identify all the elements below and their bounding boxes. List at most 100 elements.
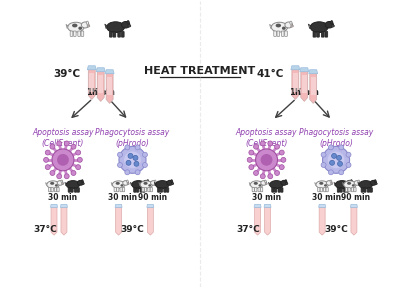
- Text: Phagocytosis assay
(pHrodo): Phagocytosis assay (pHrodo): [95, 128, 170, 147]
- Polygon shape: [147, 204, 154, 207]
- Polygon shape: [292, 70, 299, 99]
- FancyBboxPatch shape: [57, 187, 59, 192]
- Polygon shape: [89, 73, 94, 92]
- FancyBboxPatch shape: [81, 31, 84, 36]
- Ellipse shape: [167, 180, 173, 185]
- FancyBboxPatch shape: [77, 188, 80, 192]
- Text: 1h: 1h: [86, 88, 98, 97]
- FancyBboxPatch shape: [160, 188, 162, 192]
- Polygon shape: [310, 74, 317, 103]
- Ellipse shape: [354, 181, 360, 185]
- Ellipse shape: [81, 22, 89, 28]
- FancyBboxPatch shape: [143, 188, 145, 192]
- Circle shape: [339, 145, 344, 150]
- Ellipse shape: [112, 181, 125, 188]
- Circle shape: [254, 170, 258, 175]
- FancyBboxPatch shape: [142, 187, 144, 192]
- FancyBboxPatch shape: [252, 187, 254, 192]
- FancyBboxPatch shape: [74, 31, 76, 36]
- Circle shape: [71, 170, 76, 175]
- Circle shape: [279, 165, 284, 170]
- Ellipse shape: [120, 184, 123, 187]
- Ellipse shape: [82, 183, 84, 185]
- FancyBboxPatch shape: [118, 31, 120, 37]
- FancyBboxPatch shape: [120, 187, 122, 192]
- FancyBboxPatch shape: [272, 188, 274, 192]
- FancyBboxPatch shape: [320, 187, 322, 192]
- Ellipse shape: [122, 22, 130, 28]
- Circle shape: [328, 151, 344, 168]
- Text: 30 min: 30 min: [312, 193, 341, 202]
- Polygon shape: [350, 204, 357, 207]
- FancyBboxPatch shape: [346, 187, 348, 192]
- FancyBboxPatch shape: [346, 188, 348, 192]
- Ellipse shape: [62, 183, 64, 185]
- FancyBboxPatch shape: [318, 187, 320, 192]
- Polygon shape: [98, 75, 103, 94]
- Text: 39°C: 39°C: [120, 225, 144, 234]
- FancyBboxPatch shape: [364, 188, 366, 192]
- Ellipse shape: [326, 181, 332, 185]
- Ellipse shape: [171, 180, 172, 182]
- Circle shape: [128, 154, 133, 158]
- FancyBboxPatch shape: [148, 187, 150, 192]
- Circle shape: [45, 165, 50, 170]
- Polygon shape: [105, 70, 114, 74]
- Circle shape: [321, 162, 326, 168]
- Ellipse shape: [81, 180, 83, 182]
- Circle shape: [118, 152, 122, 157]
- Circle shape: [64, 141, 69, 146]
- Circle shape: [50, 144, 55, 149]
- Ellipse shape: [335, 181, 349, 189]
- Ellipse shape: [250, 181, 263, 188]
- FancyBboxPatch shape: [348, 187, 350, 192]
- FancyBboxPatch shape: [114, 187, 116, 192]
- Ellipse shape: [254, 182, 258, 185]
- Circle shape: [142, 162, 148, 168]
- FancyBboxPatch shape: [70, 31, 73, 36]
- FancyBboxPatch shape: [158, 188, 160, 192]
- FancyBboxPatch shape: [54, 187, 57, 192]
- Ellipse shape: [61, 180, 63, 183]
- Ellipse shape: [264, 180, 266, 183]
- FancyBboxPatch shape: [337, 188, 340, 192]
- FancyBboxPatch shape: [282, 31, 284, 36]
- Polygon shape: [319, 207, 325, 235]
- FancyBboxPatch shape: [351, 187, 354, 192]
- Polygon shape: [302, 75, 307, 94]
- Circle shape: [338, 161, 342, 166]
- FancyBboxPatch shape: [68, 188, 70, 192]
- Circle shape: [64, 174, 69, 179]
- Text: 1h: 1h: [289, 88, 301, 97]
- Polygon shape: [60, 204, 68, 207]
- Ellipse shape: [286, 183, 288, 185]
- FancyBboxPatch shape: [48, 187, 51, 192]
- FancyBboxPatch shape: [51, 187, 53, 192]
- Circle shape: [126, 160, 131, 165]
- Circle shape: [336, 156, 342, 160]
- Ellipse shape: [330, 180, 332, 183]
- Circle shape: [261, 154, 272, 166]
- Polygon shape: [88, 70, 95, 99]
- Circle shape: [279, 150, 284, 155]
- Ellipse shape: [78, 26, 82, 30]
- Text: 90 min: 90 min: [341, 193, 370, 202]
- Ellipse shape: [87, 25, 90, 27]
- FancyBboxPatch shape: [122, 187, 125, 192]
- Polygon shape: [50, 204, 58, 207]
- FancyBboxPatch shape: [110, 31, 112, 37]
- Ellipse shape: [127, 21, 129, 24]
- Circle shape: [50, 170, 55, 175]
- Ellipse shape: [128, 25, 131, 27]
- Ellipse shape: [144, 182, 148, 185]
- Ellipse shape: [55, 184, 58, 187]
- Ellipse shape: [77, 180, 84, 185]
- FancyBboxPatch shape: [324, 187, 326, 192]
- Circle shape: [134, 161, 139, 166]
- Circle shape: [268, 174, 273, 179]
- Ellipse shape: [290, 21, 292, 24]
- Ellipse shape: [359, 181, 372, 189]
- FancyBboxPatch shape: [281, 188, 283, 192]
- FancyBboxPatch shape: [344, 188, 346, 192]
- Circle shape: [346, 152, 351, 157]
